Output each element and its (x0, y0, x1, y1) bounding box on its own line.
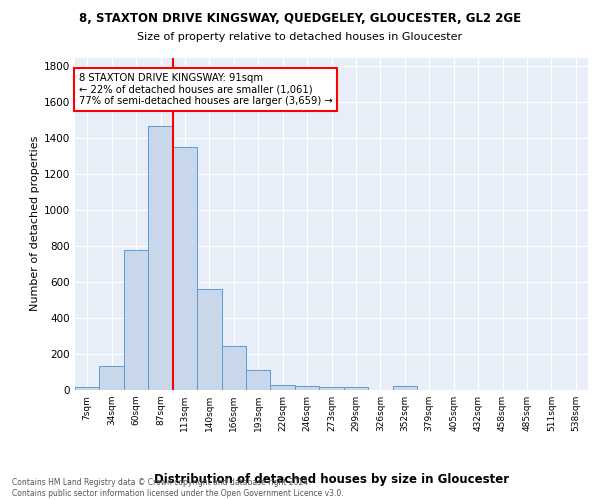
Y-axis label: Number of detached properties: Number of detached properties (30, 136, 40, 312)
Text: Size of property relative to detached houses in Gloucester: Size of property relative to detached ho… (137, 32, 463, 42)
Bar (124, 250, 148, 390)
Bar (75, 388, 100, 390)
Bar (100, 366, 124, 390)
Bar (319, 388, 344, 390)
Bar (246, 370, 271, 390)
Text: 8, STAXTON DRIVE KINGSWAY, QUEDGELEY, GLOUCESTER, GL2 2GE: 8, STAXTON DRIVE KINGSWAY, QUEDGELEY, GL… (79, 12, 521, 26)
Bar (148, 126, 173, 390)
Bar (295, 386, 319, 390)
X-axis label: Distribution of detached houses by size in Gloucester: Distribution of detached houses by size … (154, 473, 509, 486)
Bar (173, 148, 197, 390)
Bar (344, 388, 368, 390)
Bar (392, 386, 417, 390)
Bar (221, 346, 246, 390)
Text: Contains HM Land Registry data © Crown copyright and database right 2024.
Contai: Contains HM Land Registry data © Crown c… (12, 478, 344, 498)
Text: 8 STAXTON DRIVE KINGSWAY: 91sqm
← 22% of detached houses are smaller (1,061)
77%: 8 STAXTON DRIVE KINGSWAY: 91sqm ← 22% of… (79, 74, 332, 106)
Bar (197, 290, 221, 390)
Bar (271, 384, 295, 390)
